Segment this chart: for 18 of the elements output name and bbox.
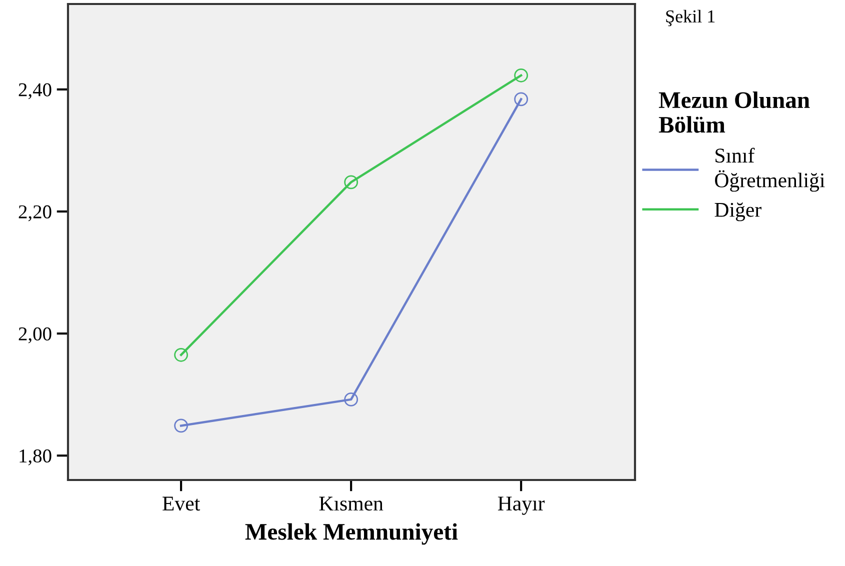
x-tick-label: Hayır [498,496,545,515]
point [344,392,358,406]
y-tick-label: 1,80 [20,449,52,466]
x-axis-title: Meslek Memnuniyeti [245,523,458,545]
y-tick-label: 2,40 [18,83,52,100]
point [514,92,528,106]
point [174,348,188,362]
text: Şekil 1 [666,10,715,26]
legend-title: Mezun Olunan Bölüm [658,91,810,133]
point [514,68,528,82]
y-tick-label: 2,20 [18,205,52,222]
legend-label: Diğer [714,202,762,222]
x-tick-label: Kısmen [319,496,384,511]
legend-label: Sınıf Öğretmenliği [715,148,825,192]
point [344,175,358,190]
x-tick-label: Evet [162,496,200,511]
y-tick-label: 2,00 [18,327,52,344]
point [174,418,188,433]
